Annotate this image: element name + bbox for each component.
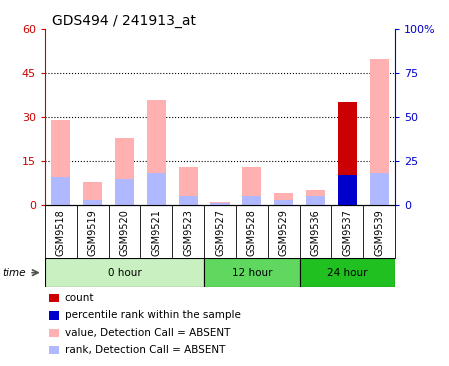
- Bar: [338, 102, 357, 205]
- Bar: [370, 59, 389, 205]
- Bar: [204, 258, 299, 287]
- Text: GDS494 / 241913_at: GDS494 / 241913_at: [52, 14, 196, 28]
- Text: GSM9520: GSM9520: [119, 209, 129, 256]
- Text: time: time: [2, 268, 26, 278]
- Text: GSM9528: GSM9528: [247, 209, 257, 256]
- Text: GSM9536: GSM9536: [311, 209, 321, 256]
- Bar: [306, 196, 325, 205]
- Text: rank, Detection Call = ABSENT: rank, Detection Call = ABSENT: [65, 345, 225, 355]
- Bar: [147, 173, 166, 205]
- Bar: [211, 203, 229, 205]
- Bar: [51, 177, 70, 205]
- Bar: [242, 167, 261, 205]
- Text: count: count: [65, 293, 94, 303]
- Bar: [242, 196, 261, 205]
- Bar: [274, 193, 293, 205]
- Bar: [306, 190, 325, 205]
- Bar: [147, 100, 166, 205]
- Bar: [179, 167, 198, 205]
- Text: GSM9537: GSM9537: [343, 209, 352, 256]
- Bar: [274, 200, 293, 205]
- Text: GSM9523: GSM9523: [183, 209, 193, 256]
- Text: GSM9527: GSM9527: [215, 209, 225, 256]
- Text: GSM9521: GSM9521: [151, 209, 161, 256]
- Bar: [83, 200, 102, 205]
- Bar: [211, 202, 229, 205]
- Text: 12 hour: 12 hour: [232, 268, 272, 278]
- Text: 24 hour: 24 hour: [327, 268, 368, 278]
- Text: GSM9529: GSM9529: [279, 209, 289, 256]
- Bar: [370, 173, 389, 205]
- Bar: [179, 196, 198, 205]
- Bar: [45, 258, 204, 287]
- Text: percentile rank within the sample: percentile rank within the sample: [65, 310, 241, 321]
- Text: 0 hour: 0 hour: [108, 268, 141, 278]
- Text: GSM9539: GSM9539: [374, 209, 384, 256]
- Bar: [51, 120, 70, 205]
- Bar: [83, 182, 102, 205]
- Text: value, Detection Call = ABSENT: value, Detection Call = ABSENT: [65, 328, 230, 338]
- Bar: [115, 179, 134, 205]
- Bar: [338, 175, 357, 205]
- Bar: [299, 258, 395, 287]
- Bar: [115, 138, 134, 205]
- Text: GSM9518: GSM9518: [56, 209, 66, 256]
- Text: GSM9519: GSM9519: [88, 209, 97, 256]
